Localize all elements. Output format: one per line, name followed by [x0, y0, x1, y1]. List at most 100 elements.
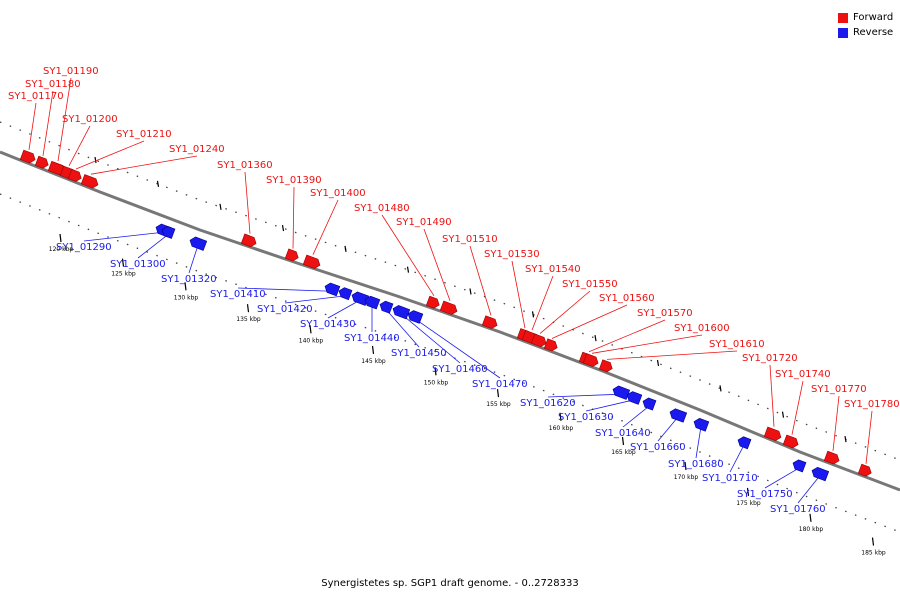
leader-line-SY1_01390 [292, 186, 295, 249]
genome-caption: Synergistetes sp. SGP1 draft genome. - 0… [321, 578, 579, 589]
tick-label: 165 kbp [611, 449, 636, 456]
leader-line-SY1_01420 [284, 295, 346, 304]
gene-label-SY1_01390: SY1_01390 [266, 175, 322, 186]
leader-line-SY1_01610 [606, 350, 738, 360]
gene-label-SY1_01430: SY1_01430 [300, 319, 356, 330]
leader-line-SY1_01490 [423, 228, 451, 301]
leader-line-SY1_01190 [57, 77, 72, 162]
leader-line-SY1_01460 [400, 313, 461, 364]
tick-mark [871, 537, 875, 546]
gene-label-SY1_01470: SY1_01470 [472, 379, 528, 390]
gene-leader-lines [28, 77, 873, 504]
legend-label-reverse: Reverse [853, 27, 894, 38]
gene-label-SY1_01720: SY1_01720 [742, 353, 798, 364]
tick-label: 120 kbp [49, 246, 74, 253]
leader-line-SY1_01530 [511, 260, 526, 329]
gene-arrow-SY1_01750 [792, 459, 807, 473]
gene-label-SY1_01560: SY1_01560 [599, 293, 655, 304]
leader-line-SY1_01720 [769, 364, 775, 427]
gene-arrow-SY1_01470 [407, 310, 424, 324]
tick-label: 135 kbp [236, 316, 261, 323]
leader-line-SY1_01660 [657, 416, 679, 442]
gene-glyphs [19, 149, 872, 482]
gene-label-SY1_01180: SY1_01180 [25, 79, 81, 90]
gene-label-SY1_01630: SY1_01630 [558, 412, 614, 423]
tick-mark [809, 513, 812, 522]
leader-line-SY1_01360 [244, 171, 251, 234]
tick-mark [719, 385, 722, 392]
gene-arrow-SY1_01640 [642, 397, 657, 411]
legend: Forward Reverse [838, 10, 893, 40]
leader-line-SY1_01170 [28, 102, 37, 150]
tick-mark [184, 282, 187, 291]
tick-mark [844, 436, 847, 443]
legend-item-forward: Forward [838, 10, 893, 25]
gene-arrow-SY1_01400 [302, 254, 321, 269]
track-lines [0, 121, 900, 533]
leader-line-SY1_01200 [68, 125, 91, 166]
tick-mark [559, 412, 562, 421]
gene-label-SY1_01620: SY1_01620 [520, 398, 576, 409]
gene-label-SY1_01780: SY1_01780 [844, 399, 900, 410]
gene-arrow-SY1_01600 [582, 353, 599, 367]
gene-arrow-SY1_01170 [19, 149, 36, 164]
leader-line-SY1_01540 [531, 275, 554, 331]
tick-label: 160 kbp [549, 425, 574, 432]
reverse-swatch-icon [838, 27, 848, 38]
tick-mark [781, 411, 785, 418]
gene-arrow-SY1_01610 [598, 359, 613, 373]
leader-line-SY1_01680 [695, 426, 702, 459]
gene-label-SY1_01570: SY1_01570 [637, 308, 693, 319]
leader-line-SY1_01560 [551, 304, 628, 339]
forward-swatch-icon [838, 12, 848, 23]
backbone-line [0, 150, 900, 492]
leader-line-SY1_01740 [791, 380, 804, 435]
gene-label-SY1_01200: SY1_01200 [62, 114, 118, 125]
tick-mark [531, 311, 535, 318]
gene-arrow-SY1_01780 [857, 463, 872, 477]
gene-arrow-SY1_01300 [161, 225, 176, 239]
gene-arrow-SY1_01430 [351, 291, 370, 306]
gene-arrow-SY1_01740 [782, 434, 799, 449]
gene-label-SY1_01480: SY1_01480 [354, 203, 410, 214]
gene-label-SY1_01240: SY1_01240 [169, 144, 225, 155]
gene-arrow-SY1_01680 [693, 417, 710, 432]
gene-label-SY1_01190: SY1_01190 [43, 66, 99, 77]
tick-marks: 120 kbp 125 kbp 130 kbp 135 kbp 140 kbp 145 k… [49, 156, 886, 557]
leader-line-SY1_01770 [832, 395, 840, 451]
gene-arrow-SY1_01630 [626, 391, 643, 405]
leader-line-SY1_01550 [539, 290, 591, 334]
gene-label-SY1_01440: SY1_01440 [344, 333, 400, 344]
tick-mark [371, 345, 375, 354]
leader-line-SY1_01290 [83, 231, 164, 242]
gene-label-SY1_01420: SY1_01420 [257, 304, 313, 315]
gene-arrow-SY1_01460 [392, 305, 411, 320]
gene-label-SY1_01450: SY1_01450 [391, 348, 447, 359]
gene-arrow-SY1_01450 [379, 300, 394, 314]
gene-label-SY1_01610: SY1_01610 [709, 339, 765, 350]
gene-label-SY1_01540: SY1_01540 [525, 264, 581, 275]
forward-track-line [0, 121, 900, 461]
leader-line-SY1_01450 [385, 309, 420, 348]
leader-line-SY1_01620 [547, 393, 622, 398]
gene-arrow-SY1_01710 [737, 436, 752, 450]
tick-mark [496, 389, 500, 398]
gene-label-SY1_01710: SY1_01710 [702, 473, 758, 484]
gene-arrow-SY1_01760 [811, 466, 830, 482]
gene-label-SY1_01460: SY1_01460 [432, 364, 488, 375]
tick-mark [246, 304, 250, 313]
legend-item-reverse: Reverse [838, 25, 893, 40]
gene-arrow-SY1_01770 [823, 450, 840, 465]
tick-mark [684, 461, 687, 471]
tick-mark [434, 367, 437, 376]
tick-mark [594, 335, 597, 342]
leader-line-SY1_01240 [90, 155, 198, 175]
gene-label-SY1_01770: SY1_01770 [811, 384, 867, 395]
tick-mark [219, 203, 222, 210]
gene-arrow-SY1_01660 [669, 408, 688, 423]
gene-label-SY1_01210: SY1_01210 [116, 129, 172, 140]
gene-arrow-SY1_01320 [189, 236, 208, 251]
leader-line-SY1_01430 [327, 299, 361, 319]
